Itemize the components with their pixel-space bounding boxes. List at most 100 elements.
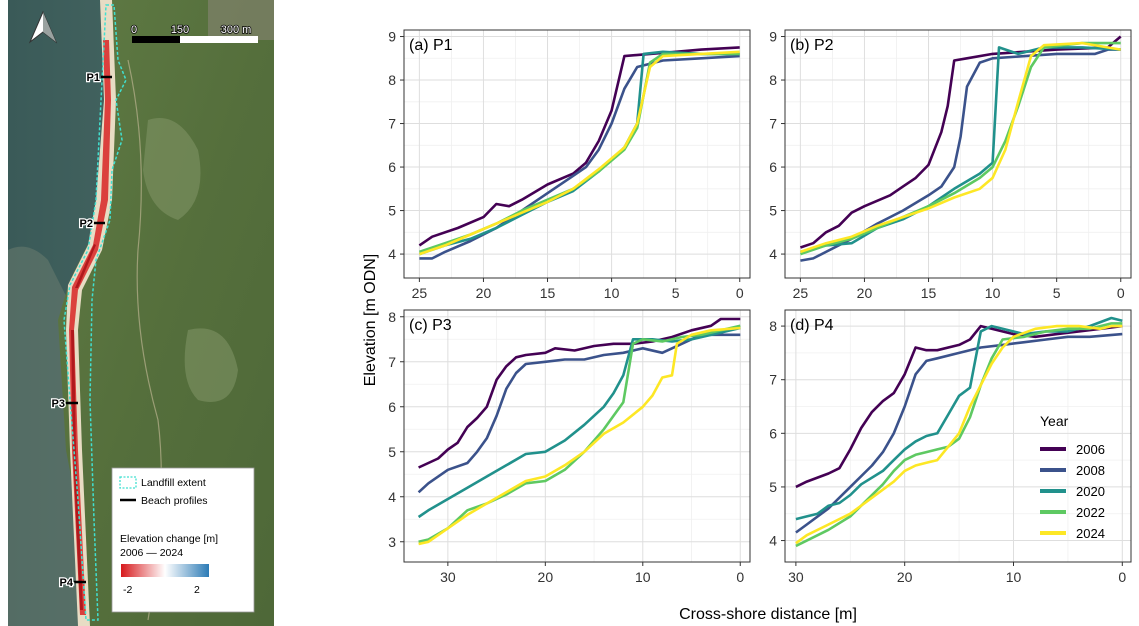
series-line-2006 [418, 317, 741, 469]
x-axis-label: Cross-shore distance [m] [679, 606, 857, 623]
legend-change-colorbar [121, 564, 209, 577]
y-tick-label: 4 [769, 246, 777, 262]
profile-marker-p3: P3 [50, 397, 78, 411]
panel-border [403, 29, 751, 279]
chart-panel-3: 30 20 10 0 3 4 5 6 7 8 (c) P3 [388, 309, 751, 585]
y-tick-label: 6 [769, 425, 777, 441]
series-line-2024 [795, 324, 1123, 545]
panel-title: (a) P1 [409, 37, 453, 54]
legend-landfill-swatch [119, 476, 137, 489]
scalebar-black [132, 36, 180, 43]
profile-label-p3: P3 [52, 398, 65, 410]
y-tick-label: 5 [769, 203, 777, 219]
y-tick-label: 6 [769, 159, 777, 175]
y-tick-label: 9 [388, 29, 396, 45]
profile-charts: 25 20 15 10 5 0 4 5 6 7 8 9 (a) P1 25 20 15 10 5 0 4 5 6 7 8 9 (b… [362, 29, 1132, 623]
x-tick-label: 20 [476, 285, 492, 301]
aerial-map: P1 P2 P3 P4 0 150 300 m Landfill extent … [8, 0, 274, 626]
series-line-2020 [417, 326, 741, 519]
y-tick-label: 8 [388, 72, 396, 88]
x-tick-label: 15 [540, 285, 556, 301]
y-tick-label: 8 [388, 309, 396, 325]
legend-label-2022: 2022 [1076, 505, 1105, 520]
legend-change-period: 2006 — 2024 [120, 547, 183, 559]
series-line-2024 [418, 50, 740, 256]
y-tick-label: 8 [769, 72, 777, 88]
x-tick-label: 15 [921, 285, 937, 301]
panel-border [784, 29, 1132, 279]
panel-border [403, 309, 751, 563]
map-legend: Landfill extent Beach profiles Elevation… [111, 467, 255, 613]
profile-marker-p2: P2 [78, 217, 105, 231]
panel-title: (c) P3 [409, 317, 452, 334]
scalebar: 0 150 300 m [130, 23, 258, 43]
scalebar-white [180, 36, 258, 43]
x-tick-label: 0 [736, 569, 744, 585]
landfill-extent-outline [63, 4, 127, 621]
profile-label-p2: P2 [80, 218, 93, 230]
profile-label-p4: P4 [60, 577, 74, 589]
y-tick-label: 6 [388, 159, 396, 175]
panel-border [784, 309, 1132, 563]
y-tick-label: 5 [769, 479, 777, 495]
legend-label-2006: 2006 [1076, 442, 1105, 457]
x-tick-label: 25 [793, 285, 809, 301]
x-tick-label: 20 [897, 569, 913, 585]
scalebar-tick-0: 0 [131, 24, 137, 36]
series-line-2006 [799, 35, 1122, 249]
y-tick-label: 4 [388, 246, 396, 262]
y-tick-label: 5 [388, 203, 396, 219]
y-tick-label: 8 [769, 318, 777, 334]
profile-markers: P1 P2 P3 P4 [50, 71, 112, 590]
legend-landfill-label: Landfill extent [141, 477, 206, 489]
profile-label-p1: P1 [87, 72, 100, 84]
series-line-2008 [795, 332, 1123, 534]
x-tick-label: 20 [538, 569, 554, 585]
x-tick-label: 30 [440, 569, 456, 585]
series-line-2006 [795, 324, 1123, 489]
legend-label-2008: 2008 [1076, 463, 1105, 478]
x-tick-label: 10 [1006, 569, 1022, 585]
legend-change-title: Elevation change [m] [120, 533, 218, 545]
y-tick-label: 7 [769, 116, 777, 132]
chart-panel-1: 25 20 15 10 5 0 4 5 6 7 8 9 (a) P1 [388, 29, 751, 301]
panel-title: (d) P4 [790, 317, 834, 334]
x-tick-label: 30 [788, 569, 804, 585]
elevation-change-strip-core [71, 244, 96, 610]
chart-panel-2: 25 20 15 10 5 0 4 5 6 7 8 9 (b) P2 [769, 29, 1132, 301]
elevation-change-strip [69, 40, 111, 615]
y-tick-label: 9 [769, 29, 777, 45]
x-tick-label: 20 [857, 285, 873, 301]
y-tick-label: 3 [388, 534, 396, 550]
y-tick-label: 7 [388, 116, 396, 132]
profile-marker-p1: P1 [85, 71, 112, 85]
legend-title: Year [1040, 413, 1069, 429]
profile-marker-p4: P4 [58, 576, 86, 590]
x-tick-label: 10 [604, 285, 620, 301]
y-tick-label: 4 [388, 489, 396, 505]
x-tick-label: 0 [736, 285, 744, 301]
chart-legend: Year 2006 2008 2020 2022 2024 [1040, 413, 1105, 541]
scalebar-tick-150: 150 [171, 24, 189, 36]
map-legend-box [111, 467, 255, 613]
x-tick-label: 10 [985, 285, 1001, 301]
y-tick-label: 6 [388, 399, 396, 415]
x-tick-label: 5 [1053, 285, 1061, 301]
series-line-2022 [799, 41, 1121, 256]
north-arrow-icon [28, 10, 58, 44]
y-axis-label: Elevation [m ODN] [362, 254, 379, 386]
legend-change-max: 2 [194, 584, 200, 596]
series-line-2024 [418, 326, 741, 546]
legend-profiles-label: Beach profiles [141, 495, 208, 507]
legend-label-2024: 2024 [1076, 526, 1105, 541]
x-tick-label: 25 [412, 285, 428, 301]
x-tick-label: 0 [1117, 285, 1125, 301]
x-tick-label: 10 [635, 569, 651, 585]
x-tick-label: 5 [672, 285, 680, 301]
panel-title: (b) P2 [790, 37, 834, 54]
legend-label-2020: 2020 [1076, 484, 1105, 499]
y-tick-label: 7 [388, 354, 396, 370]
y-tick-label: 7 [769, 372, 777, 388]
scalebar-tick-300: 300 m [221, 24, 252, 36]
y-tick-label: 4 [769, 533, 777, 549]
